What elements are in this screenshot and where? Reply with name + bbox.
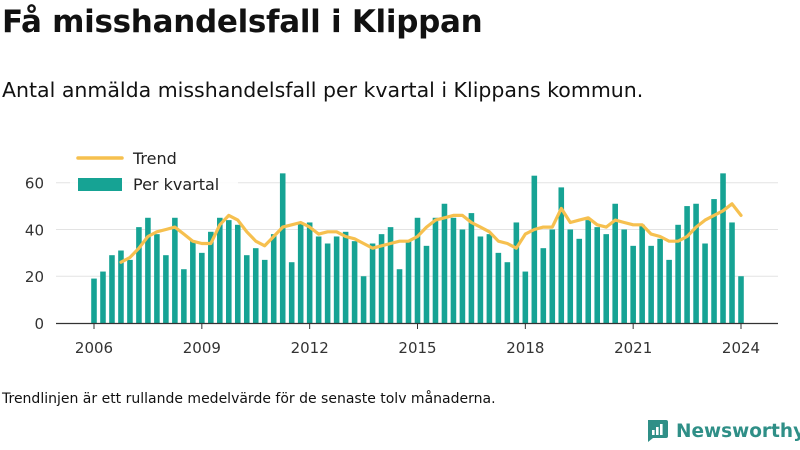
bar — [199, 252, 205, 323]
bar — [100, 271, 106, 323]
bar — [621, 229, 627, 323]
bar — [711, 199, 717, 323]
bar — [297, 222, 304, 323]
bar — [666, 259, 672, 323]
bar — [531, 175, 538, 323]
bar — [720, 173, 726, 323]
bar — [603, 234, 609, 323]
bar — [181, 269, 187, 323]
bar — [540, 248, 547, 323]
brand-logo: Newsworthy — [644, 418, 800, 444]
bar — [234, 224, 241, 323]
bar — [558, 187, 565, 323]
bar — [423, 245, 430, 323]
bar — [333, 236, 340, 323]
x-tick-label: 2012 — [291, 339, 329, 357]
bar — [288, 262, 295, 323]
bar — [468, 213, 475, 323]
bar — [693, 203, 699, 323]
bar — [459, 229, 466, 323]
bar — [163, 255, 169, 323]
y-tick-label: 40 — [25, 221, 44, 239]
legend-label-trend: Trend — [132, 149, 177, 168]
bar — [387, 227, 394, 323]
bar — [172, 217, 178, 323]
bar — [279, 173, 286, 323]
x-tick-label: 2018 — [506, 339, 544, 357]
legend-swatch-bars — [78, 178, 122, 191]
bar — [495, 252, 502, 323]
y-tick-label: 60 — [25, 175, 44, 193]
newsworthy-logo-icon — [648, 420, 668, 442]
bar — [261, 259, 268, 323]
bar — [702, 243, 708, 323]
bar — [396, 269, 403, 323]
bar — [648, 245, 654, 323]
footnote: Trendlinjen är ett rullande medelvärde f… — [2, 391, 496, 407]
bar — [576, 238, 583, 323]
bar — [450, 217, 457, 323]
bar — [585, 220, 592, 323]
bar — [226, 220, 232, 323]
bar — [477, 236, 484, 323]
bar — [684, 206, 690, 323]
trend-line — [119, 202, 743, 264]
bar — [324, 243, 331, 323]
y-tick-label: 20 — [25, 268, 44, 286]
x-tick-label: 2006 — [75, 339, 113, 357]
bar — [567, 229, 574, 323]
bar — [369, 243, 376, 323]
bar — [414, 217, 421, 323]
bar — [360, 276, 367, 323]
bar — [405, 241, 412, 323]
bar — [217, 217, 223, 323]
x-tick-label: 2021 — [614, 339, 652, 357]
bar — [657, 238, 663, 323]
x-tick-label: 2024 — [722, 339, 760, 357]
bar — [243, 255, 250, 323]
bar — [91, 278, 97, 323]
bar — [612, 203, 618, 323]
bar — [513, 222, 520, 323]
bar — [127, 259, 133, 323]
bar — [549, 229, 556, 323]
bar — [190, 241, 196, 323]
bar — [342, 231, 349, 323]
bar — [522, 271, 529, 323]
bar — [252, 248, 259, 323]
bar — [208, 231, 214, 323]
bar — [594, 227, 601, 323]
bar — [738, 276, 744, 323]
x-tick-label: 2009 — [183, 339, 221, 357]
bar — [441, 203, 448, 323]
chart-title: Få misshandelsfall i Klippan — [2, 4, 483, 40]
brand-name: Newsworthy — [676, 420, 800, 442]
bar — [109, 255, 115, 323]
bar — [136, 227, 142, 323]
bar — [675, 224, 681, 323]
bar — [315, 236, 322, 323]
bar — [118, 250, 124, 323]
bar — [729, 222, 735, 323]
x-tick-label: 2015 — [398, 339, 436, 357]
chart-subtitle: Antal anmälda misshandelsfall per kvarta… — [2, 78, 644, 102]
bar — [154, 234, 160, 323]
bar — [306, 222, 313, 323]
bar — [639, 224, 645, 323]
bar — [504, 262, 511, 323]
bar — [630, 245, 636, 323]
chart: 0 20 40 60 2006 2009 2012 2015 2018 2021 2024 Trend… — [25, 146, 778, 357]
legend-label-bars: Per kvartal — [133, 175, 219, 194]
bar — [432, 217, 439, 323]
bar — [145, 217, 151, 323]
bar — [351, 241, 358, 323]
bar — [486, 234, 493, 323]
y-tick-label: 0 — [34, 315, 44, 333]
bar — [378, 234, 385, 323]
bar — [270, 234, 277, 323]
